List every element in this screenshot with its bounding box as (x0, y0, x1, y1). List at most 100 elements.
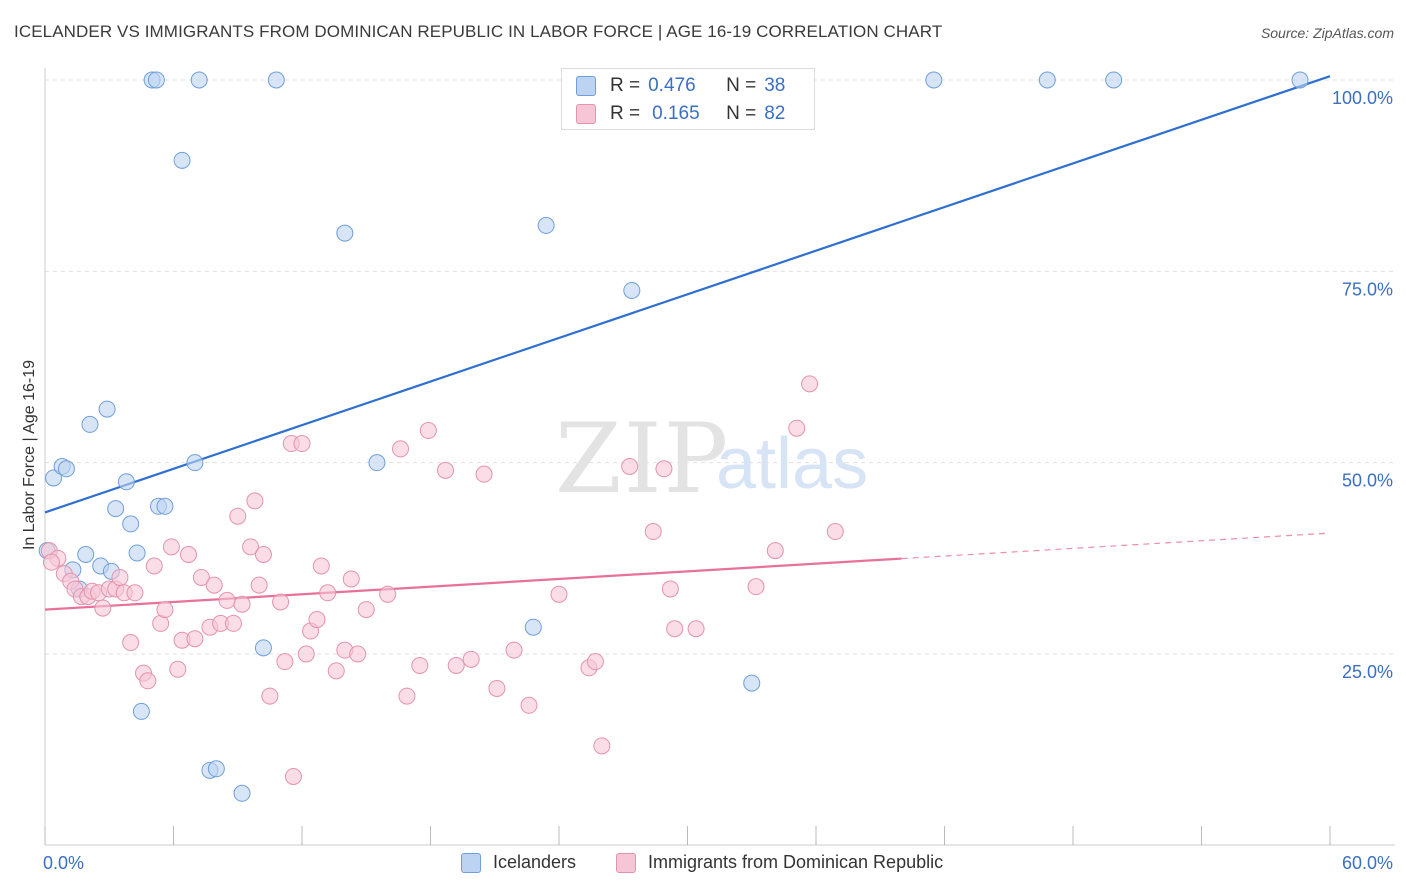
icelander-point[interactable] (45, 469, 63, 487)
dominican-point[interactable] (462, 650, 480, 668)
dominican-point[interactable] (284, 767, 302, 785)
icelander-point[interactable] (368, 454, 386, 472)
icelander-point[interactable] (57, 460, 75, 478)
dominican-point[interactable] (826, 523, 844, 541)
dominican-point[interactable] (126, 584, 144, 602)
series-legend: Icelanders Immigrants from Dominican Rep… (0, 852, 1406, 876)
dominican-point[interactable] (233, 595, 251, 613)
legend-item-icelanders[interactable]: Icelanders (461, 852, 576, 873)
dominican-point[interactable] (218, 591, 236, 609)
icelander-point[interactable] (190, 71, 208, 89)
icelander-point[interactable] (107, 500, 125, 518)
dominican-point[interactable] (475, 465, 493, 483)
dominican-point[interactable] (398, 687, 416, 705)
icelander-point[interactable] (122, 515, 140, 533)
icelander-point[interactable] (524, 618, 542, 636)
dominican-point[interactable] (139, 672, 157, 690)
dominican-point[interactable] (254, 546, 272, 564)
dominican-point[interactable] (250, 576, 268, 594)
dominican-point[interactable] (272, 593, 290, 611)
dominican-point[interactable] (586, 653, 604, 671)
dominican-point[interactable] (801, 375, 819, 393)
icelander-point[interactable] (1291, 71, 1309, 89)
dominican-point[interactable] (436, 461, 454, 479)
dominican-point[interactable] (224, 614, 242, 632)
icelander-point[interactable] (267, 71, 285, 89)
dominican-point[interactable] (308, 611, 326, 629)
dominican-point[interactable] (94, 599, 112, 617)
dominican-point[interactable] (312, 557, 330, 575)
icelander-point[interactable] (743, 674, 761, 692)
dominican-point[interactable] (186, 630, 204, 648)
icelander-point[interactable] (1105, 71, 1123, 89)
n-label: N = (726, 103, 757, 124)
dominican-point[interactable] (488, 679, 506, 697)
correlation-row-icelanders: R = 0.476 N = 38 (576, 75, 785, 97)
dominican-point[interactable] (621, 457, 639, 475)
dominican-point[interactable] (192, 568, 210, 586)
icelander-point[interactable] (77, 546, 95, 564)
icelander-point[interactable] (128, 544, 146, 562)
dominican-point[interactable] (156, 601, 174, 619)
icelander-point[interactable] (81, 415, 99, 433)
icelander-point[interactable] (925, 71, 943, 89)
dominican-point[interactable] (411, 656, 429, 674)
dominican-point[interactable] (788, 419, 806, 437)
dominican-point[interactable] (505, 641, 523, 659)
dominican-point[interactable] (666, 620, 684, 638)
dominican-point[interactable] (111, 568, 129, 586)
dominican-point[interactable] (379, 585, 397, 603)
dominican-point[interactable] (276, 653, 294, 671)
dominican-point[interactable] (122, 634, 140, 652)
dominican-point[interactable] (419, 422, 437, 440)
legend-item-dominican[interactable]: Immigrants from Dominican Republic (616, 852, 943, 873)
dominican-point[interactable] (655, 460, 673, 478)
dominican-point[interactable] (349, 645, 367, 663)
dominican-point[interactable] (246, 492, 264, 510)
r-label: R = (610, 103, 641, 124)
dominican-point[interactable] (319, 584, 337, 602)
icelander-point[interactable] (147, 71, 165, 89)
icelander-point[interactable] (156, 497, 174, 515)
icelander-point[interactable] (623, 281, 641, 299)
dominican-point[interactable] (550, 585, 568, 603)
icelander-point[interactable] (117, 473, 135, 491)
dominican-point[interactable] (205, 576, 223, 594)
icelander-point[interactable] (173, 151, 191, 169)
dominican-point[interactable] (644, 523, 662, 541)
dominican-point[interactable] (327, 662, 345, 680)
icelander-point[interactable] (186, 454, 204, 472)
dominican-point[interactable] (392, 440, 410, 458)
dominican-point[interactable] (297, 645, 315, 663)
dominican-point[interactable] (447, 656, 465, 674)
dominican-point[interactable] (162, 538, 180, 556)
icelander-point[interactable] (207, 760, 225, 778)
icelander-point[interactable] (98, 400, 116, 418)
icelanders-legend-swatch (461, 852, 481, 873)
icelander-point[interactable] (132, 702, 150, 720)
dominican-point[interactable] (687, 620, 705, 638)
dominican-point[interactable] (357, 601, 375, 619)
dominican-point[interactable] (342, 570, 360, 588)
dominican-point[interactable] (229, 507, 247, 525)
dominican-point[interactable] (169, 660, 187, 678)
icelander-point[interactable] (254, 639, 272, 657)
dominican-point[interactable] (145, 557, 163, 575)
icelander-point[interactable] (1038, 71, 1056, 89)
dominican-point[interactable] (593, 737, 611, 755)
icelander-point[interactable] (233, 784, 251, 802)
dominican-point[interactable] (42, 553, 60, 571)
dominican-point[interactable] (661, 580, 679, 598)
dominican-point[interactable] (747, 578, 765, 596)
dominican-point[interactable] (179, 546, 197, 564)
dominican-point[interactable] (766, 542, 784, 560)
icelanders-swatch (576, 76, 596, 96)
dominican-point[interactable] (520, 696, 538, 714)
icelander-point[interactable] (537, 216, 555, 234)
dominican-legend-swatch (616, 852, 636, 873)
dominican-point[interactable] (261, 687, 279, 705)
dominican-point[interactable] (293, 435, 311, 453)
icelander-point[interactable] (336, 224, 354, 242)
dominican-point[interactable] (242, 538, 260, 556)
source-credit: Source: ZipAtlas.com (1260, 25, 1394, 41)
